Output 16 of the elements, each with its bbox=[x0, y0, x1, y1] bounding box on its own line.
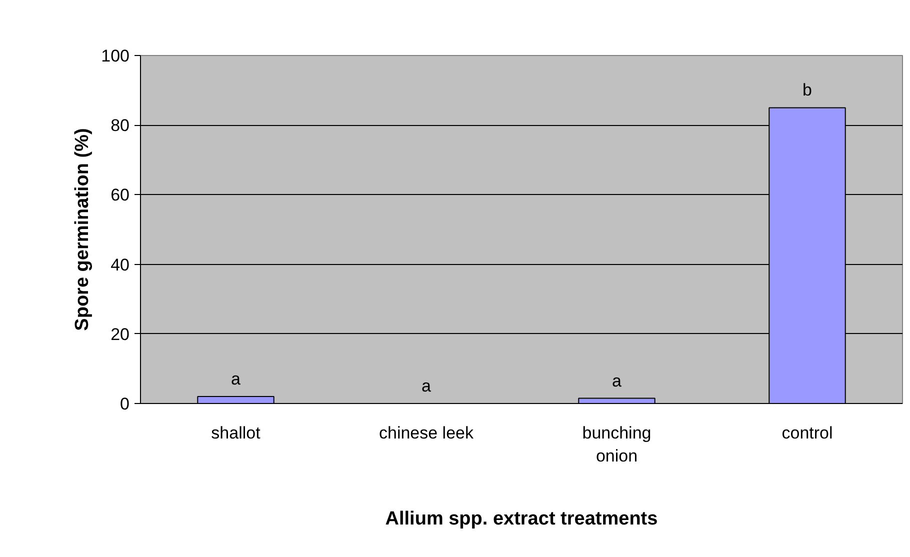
x-tick-label: bunching onion bbox=[582, 424, 652, 466]
x-tick-label: shallot bbox=[211, 424, 261, 442]
y-tick-label: 80 bbox=[110, 116, 130, 136]
y-tick-label: 0 bbox=[120, 394, 130, 414]
x-tick-label: control bbox=[782, 424, 833, 442]
y-tick-label: 20 bbox=[110, 324, 130, 344]
annotation: b bbox=[802, 80, 812, 100]
y-tick-label: 40 bbox=[110, 255, 130, 274]
x-tick-label: chinese leek bbox=[379, 424, 474, 442]
y-tick-label: 60 bbox=[110, 186, 130, 205]
annotation: a bbox=[612, 371, 622, 390]
x-axis-title: Allium spp. extract treatments bbox=[385, 508, 658, 530]
y-tick-label: 100 bbox=[101, 46, 130, 66]
annotation: a bbox=[422, 376, 432, 396]
y-axis-title: Spore germination (%) bbox=[72, 128, 94, 331]
annotation: a bbox=[231, 370, 242, 389]
